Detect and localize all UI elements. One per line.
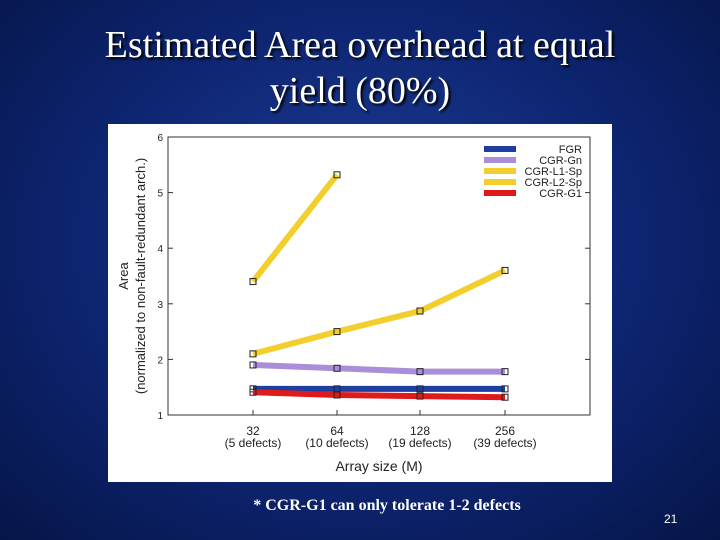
- data-point: [416, 368, 424, 376]
- line-chart: 1 2 3 4 5 6 32(5 defects) 64(10 defects) 128(19…: [116, 133, 591, 474]
- footnote: * CGR-G1 can only tolerate 1-2 defects: [253, 497, 521, 514]
- y-tick-label: 2: [157, 355, 163, 366]
- data-point: [249, 278, 257, 286]
- data-point: [416, 307, 424, 315]
- data-point: [333, 171, 341, 179]
- series-line-cgr-gn: [252, 361, 505, 375]
- x-tick-sublabel: (5 defects): [225, 436, 282, 450]
- legend-label: CGR-L1-Sp: [525, 166, 582, 178]
- data-point: [249, 361, 257, 369]
- x-tick-label: 256: [495, 424, 515, 438]
- data-point: [249, 388, 257, 396]
- x-tick-sublabel: (19 defects): [388, 436, 451, 450]
- series-line-cgr-g1: [252, 389, 506, 401]
- slide-title-line1: Estimated Area overhead at equal: [104, 24, 616, 66]
- x-tick-sublabel: (39 defects): [473, 436, 536, 450]
- y-tick-label: 1: [157, 411, 163, 422]
- x-tick-label: 64: [330, 424, 344, 438]
- x-tick-label: 32: [246, 424, 260, 438]
- data-point: [501, 266, 509, 274]
- series-line-cgr-l2-sp: [252, 267, 507, 357]
- data-point: [501, 385, 509, 393]
- data-point: [501, 368, 509, 376]
- legend-label: FGR: [559, 144, 582, 156]
- y-tick-label: 5: [157, 189, 163, 200]
- legend-label: CGR-Gn: [539, 155, 582, 167]
- series-line-cgr-l1-sp: [250, 172, 340, 284]
- y-tick-label: 3: [157, 300, 163, 311]
- x-tick-sublabel: (10 defects): [305, 436, 368, 450]
- chart-panel: 1 2 3 4 5 6 32 (5 defects) 64 (10 defects) 128 (19…: [108, 124, 612, 482]
- data-point: [333, 391, 341, 399]
- y-axis-label-line1: Area: [116, 262, 131, 290]
- y-tick-label: 4: [157, 244, 163, 255]
- y-axis-label-line2: (normalized to non-fault-redundant arch.…: [133, 158, 148, 394]
- data-point: [416, 385, 424, 393]
- legend-label: CGR-G1: [539, 188, 582, 200]
- page-number: 21: [664, 512, 678, 526]
- series-layer: [249, 171, 509, 401]
- legend-label: CGR-L2-Sp: [525, 177, 582, 189]
- data-point: [333, 364, 341, 372]
- slide-title: Estimated Area overhead at equal yield (…: [0, 22, 720, 114]
- plot-frame: [167, 136, 591, 416]
- x-axis-label: Array size (M): [335, 458, 422, 474]
- x-axis: 32(5 defects) 64(10 defects) 128(19 defect…: [225, 410, 537, 450]
- y-tick-label: 6: [157, 133, 163, 144]
- y-axis: 1 2 3 4 5 6: [157, 133, 590, 422]
- data-point: [249, 350, 257, 358]
- slide-title-line2: yield (80%): [269, 70, 451, 112]
- data-point: [416, 392, 424, 400]
- x-tick-label: 128: [410, 424, 430, 438]
- data-point: [501, 393, 509, 401]
- data-point: [333, 328, 341, 336]
